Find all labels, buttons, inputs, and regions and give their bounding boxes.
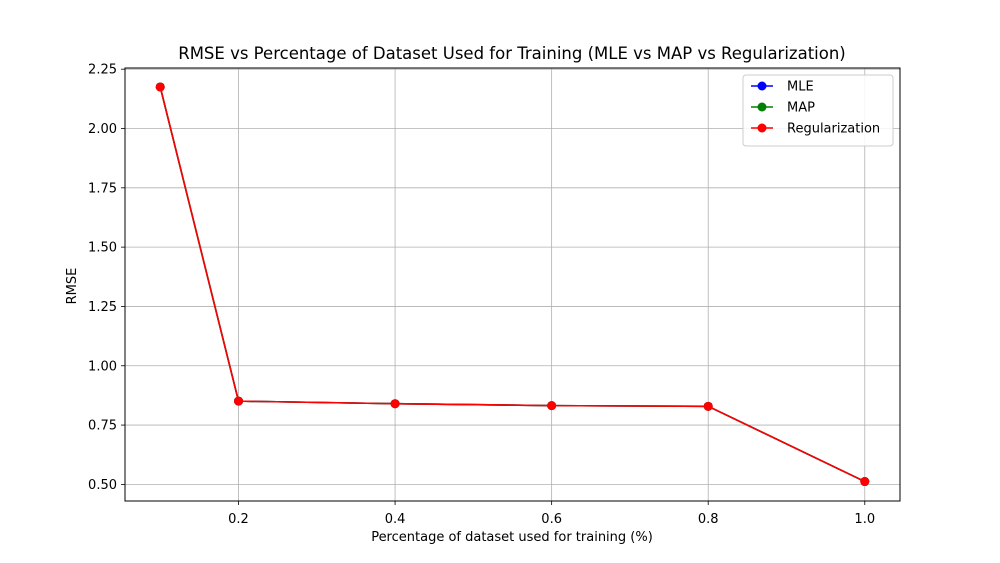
x-axis-label: Percentage of dataset used for training … (371, 530, 653, 545)
axis-ticks: 0.2 0.4 0.6 0.8 1.0 0.50 0.75 1.00 1.25 1.50 1.75 2… (88, 63, 875, 527)
legend-box (742, 74, 894, 147)
x-tick-label: 0.6 (541, 512, 562, 527)
y-tick-label: 1.75 (88, 181, 117, 196)
legend: MLE MAP Regularization (742, 74, 894, 147)
series-regularization (155, 82, 870, 487)
y-axis-label: RMSE (65, 268, 80, 305)
legend-entry: Regularization (751, 122, 880, 137)
legend-entry: MLE (751, 80, 814, 95)
data-point (547, 401, 557, 411)
legend-label: MLE (787, 80, 814, 95)
data-point (155, 82, 165, 92)
y-tick-label: 1.25 (88, 300, 117, 315)
legend-label: MAP (787, 101, 815, 116)
y-tick-label: 0.50 (88, 478, 117, 493)
data-point (703, 401, 713, 411)
legend-entry: MAP (751, 101, 815, 116)
legend-marker (757, 102, 767, 112)
x-tick-label: 0.2 (228, 512, 249, 527)
legend-label: Regularization (787, 122, 880, 137)
legend-marker (757, 81, 767, 91)
plot-area-frame (124, 67, 901, 502)
y-tick-label: 2.00 (88, 122, 117, 137)
series-line (159, 86, 866, 483)
x-tick-label: 1.0 (854, 512, 875, 527)
grid-lines (125, 68, 900, 501)
y-tick-label: 1.50 (88, 241, 117, 256)
x-tick-label: 0.4 (385, 512, 406, 527)
series-layer (155, 82, 870, 487)
y-tick-label: 1.00 (88, 359, 117, 374)
data-point (390, 399, 400, 409)
y-tick-label: 0.75 (88, 419, 117, 434)
y-tick-label: 2.25 (88, 63, 117, 78)
chart-title: RMSE vs Percentage of Dataset Used for T… (178, 44, 846, 63)
data-point (860, 477, 870, 487)
legend-marker (757, 123, 767, 133)
data-point (234, 396, 244, 406)
x-tick-label: 0.8 (698, 512, 719, 527)
